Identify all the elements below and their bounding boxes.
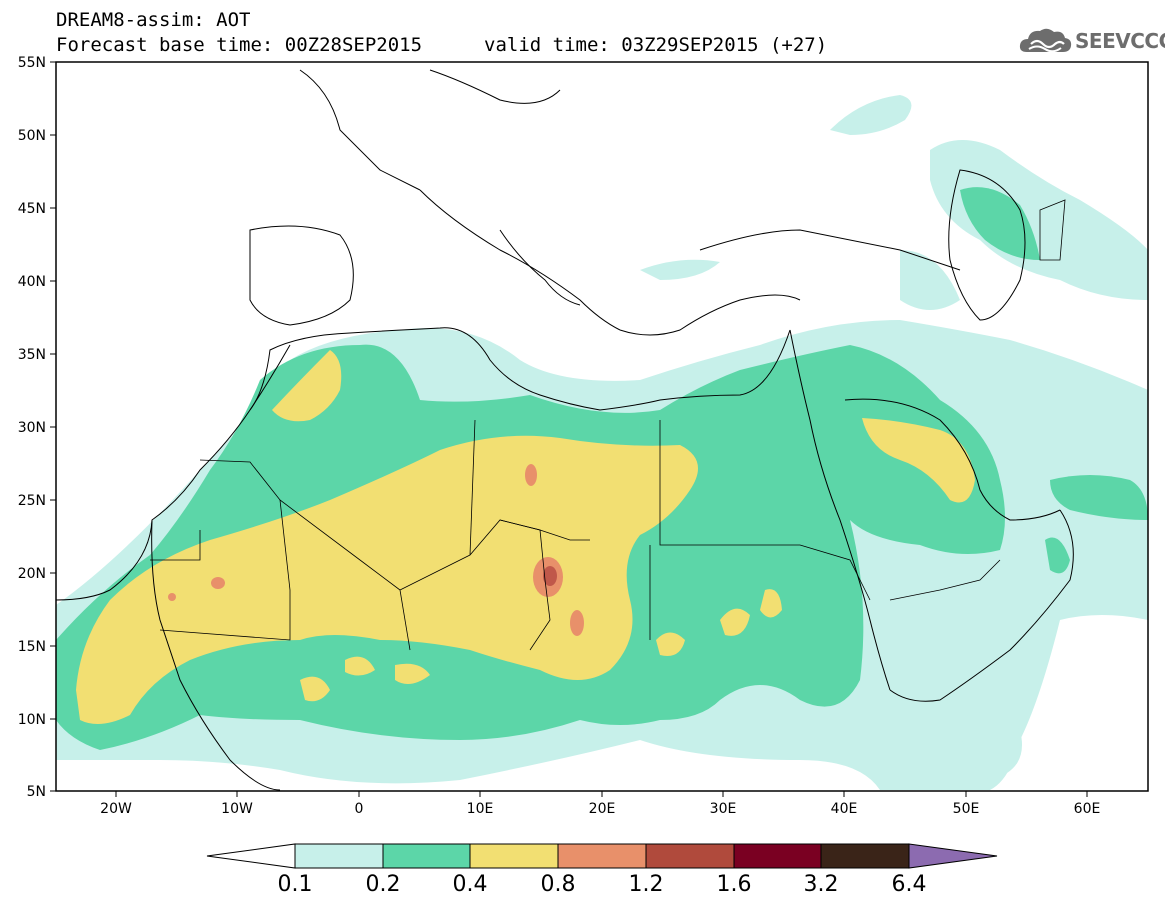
colorbar-bin	[820, 843, 910, 869]
lat-label: 15N	[18, 639, 46, 655]
lon-label: 0	[355, 801, 364, 817]
colorbar-label: 0.2	[365, 872, 401, 897]
lat-label: 20N	[18, 566, 46, 582]
lat-label: 5N	[27, 784, 46, 800]
colorbar-min-arrow	[206, 843, 296, 869]
lat-label: 10N	[18, 712, 46, 728]
lat-label: 35N	[18, 347, 46, 363]
country-borders	[150, 199, 1066, 651]
map-title: DREAM8-assim: AOT	[56, 9, 251, 31]
lat-label: 50N	[18, 128, 46, 144]
colorbar-label: 0.4	[452, 872, 488, 897]
colorbar-label: 1.2	[628, 872, 664, 897]
colorbar-label: 0.8	[540, 872, 576, 897]
colorbar-bin	[294, 843, 384, 869]
colorbar-bin	[382, 843, 471, 869]
lon-label: 10E	[467, 801, 494, 817]
lon-label: 20E	[589, 801, 616, 817]
coastlines	[56, 69, 1074, 791]
lon-label: 60E	[1074, 801, 1101, 817]
forecast-base-time: Forecast base time: 00Z28SEP2015	[56, 34, 423, 56]
longitude-axis: 20W 10W 0 10E 20E 30E 40E 50E 60E	[100, 791, 1100, 817]
aot-field	[56, 69, 1148, 791]
lon-label: 50E	[953, 801, 980, 817]
logo-text: SEEVCCC	[1075, 29, 1165, 53]
lat-label: 55N	[18, 55, 46, 71]
lat-label: 40N	[18, 274, 46, 290]
colorbar-bin	[557, 843, 647, 869]
seevccc-logo: SEEVCCC	[1017, 24, 1165, 58]
aot-level-1.2	[543, 566, 557, 586]
lat-label: 45N	[18, 201, 46, 217]
colorbar-label: 0.1	[277, 872, 313, 897]
colorbar-bin	[469, 843, 559, 869]
valid-time: valid time: 03Z29SEP2015 (+27)	[484, 34, 828, 56]
lat-label: 30N	[18, 420, 46, 436]
colorbar-bin	[733, 843, 822, 869]
colorbar-label: 3.2	[803, 872, 839, 897]
colorbar-label: 1.6	[716, 872, 752, 897]
latitude-axis: 55N 50N 45N 40N 35N 30N 25N 20N 15N 10N …	[18, 55, 56, 800]
lon-label: 40E	[831, 801, 858, 817]
colorbar-bin	[645, 843, 735, 869]
colorbar	[206, 843, 998, 869]
lon-label: 30E	[710, 801, 737, 817]
lon-label: 10W	[221, 801, 253, 817]
lon-label: 20W	[100, 801, 132, 817]
colorbar-label: 6.4	[891, 872, 927, 897]
cloud-icon	[1019, 28, 1072, 53]
lat-label: 25N	[18, 493, 46, 509]
colorbar-max-arrow	[908, 843, 998, 869]
